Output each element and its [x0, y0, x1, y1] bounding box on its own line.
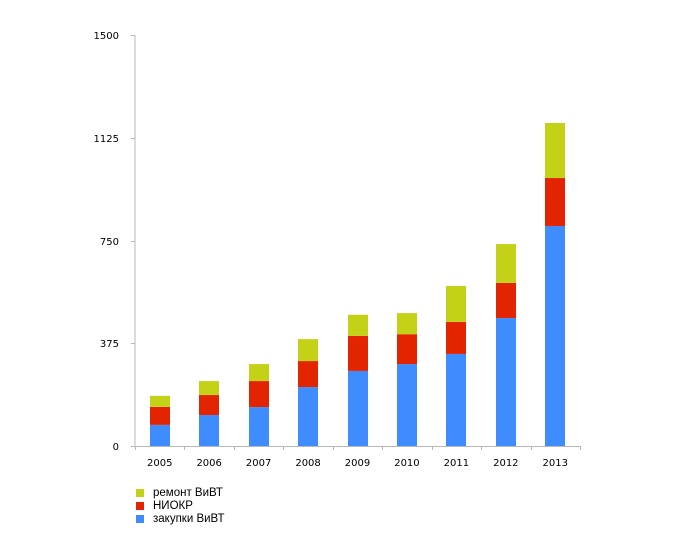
bar-segment-repair-2007	[249, 364, 269, 382]
legend-item-procurement: закупки ВиВТ	[136, 512, 224, 525]
bar-stack-2010	[397, 313, 417, 446]
bar-segment-rnd-2009	[348, 335, 368, 371]
x-tick-label: 2009	[345, 458, 370, 469]
x-tick-label: 2010	[394, 458, 419, 469]
bar-segment-rnd-2013	[545, 178, 565, 226]
bar-segment-rnd-2007	[249, 381, 269, 408]
bar-segment-repair-2012	[496, 244, 516, 283]
legend-swatch	[136, 501, 144, 510]
bar-stack-2008	[298, 339, 318, 446]
bar-segment-rnd-2006	[199, 395, 219, 416]
bar-segment-repair-2005	[150, 395, 170, 407]
bar-segment-rnd-2011	[446, 321, 466, 354]
x-axis: 2005 2006 2007 2008 2009 2010 2011 2012 2013	[131, 446, 581, 469]
y-tick-label: 1125	[94, 134, 119, 145]
bar-segment-procurement-2013	[545, 225, 565, 446]
legend-label: закупки ВиВТ	[153, 512, 225, 525]
bar-stack-2013	[545, 122, 565, 446]
bar-segment-rnd-2008	[298, 361, 318, 388]
x-tick-label: 2011	[444, 458, 469, 469]
legend: ремонт ВиВТ НИОКР закупки ВиВТ	[136, 486, 224, 525]
stacked-bar-chart: 0 375 750 1125 1500 2005 2006 2007 2008 2009 2010…	[94, 31, 581, 469]
bar-segment-procurement-2005	[150, 424, 170, 446]
bar-segment-procurement-2012	[496, 318, 516, 446]
x-tick-label: 2005	[147, 458, 172, 469]
bars	[150, 122, 565, 446]
bar-segment-repair-2010	[397, 313, 417, 335]
bar-stack-2012	[496, 244, 516, 446]
bar-segment-rnd-2005	[150, 406, 170, 425]
x-tick-label: 2012	[493, 458, 518, 469]
y-tick-label: 750	[100, 237, 119, 248]
bar-stack-2009	[348, 314, 368, 446]
bar-segment-repair-2011	[446, 285, 466, 322]
bar-stack-2007	[249, 364, 269, 446]
legend-label: НИОКР	[153, 499, 193, 512]
bar-segment-procurement-2009	[348, 370, 368, 446]
x-tick-label: 2013	[543, 458, 568, 469]
x-tick-label: 2007	[246, 458, 271, 469]
bar-segment-repair-2006	[199, 381, 219, 396]
x-tick-label: 2008	[295, 458, 320, 469]
bar-segment-repair-2008	[298, 339, 318, 362]
x-tick-label: 2006	[196, 458, 221, 469]
bar-segment-procurement-2006	[199, 415, 219, 446]
legend-label: ремонт ВиВТ	[153, 486, 223, 499]
y-tick-label: 0	[113, 442, 119, 453]
bar-segment-procurement-2008	[298, 387, 318, 446]
bar-segment-procurement-2011	[446, 353, 466, 446]
y-tick-label: 1500	[94, 31, 119, 42]
bar-stack-2011	[446, 285, 466, 446]
legend-swatch	[136, 488, 144, 497]
bar-segment-procurement-2007	[249, 407, 269, 446]
bar-segment-rnd-2012	[496, 282, 516, 319]
bar-segment-repair-2013	[545, 122, 565, 179]
y-axis: 0 375 750 1125 1500	[94, 31, 136, 453]
legend-swatch	[136, 514, 144, 523]
y-tick-label: 375	[100, 339, 119, 350]
legend-item-repair: ремонт ВиВТ	[136, 486, 224, 499]
bar-stack-2005	[150, 395, 170, 446]
legend-item-rnd: НИОКР	[136, 499, 224, 512]
bar-segment-rnd-2010	[397, 334, 417, 365]
bar-stack-2006	[199, 381, 219, 446]
bar-segment-procurement-2010	[397, 364, 417, 446]
bar-segment-repair-2009	[348, 314, 368, 336]
